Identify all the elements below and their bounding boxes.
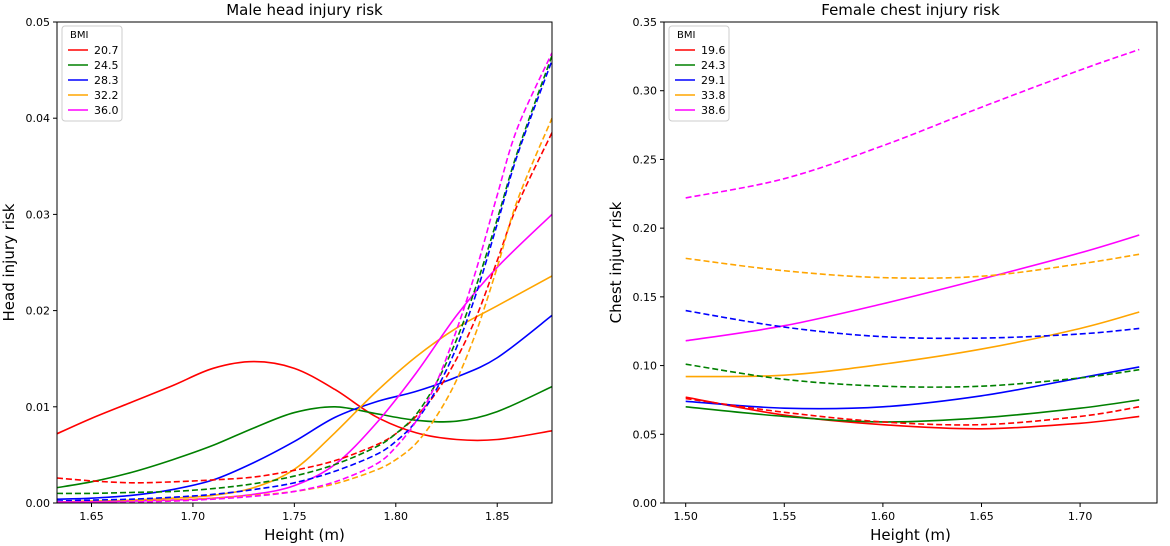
x-tick-label: 1.85 — [485, 510, 510, 523]
y-tick-label: 0.10 — [633, 360, 658, 373]
y-tick-label: 0.04 — [26, 112, 51, 125]
y-axis-label: Head injury risk — [0, 203, 18, 321]
x-tick-label: 1.80 — [384, 510, 409, 523]
series-line-solid-28.3 — [57, 314, 552, 500]
plot-frame — [663, 21, 1158, 504]
x-tick-label: 1.70 — [181, 510, 206, 523]
legend-entry-label: 36.0 — [94, 104, 119, 117]
legend-entry-label: 33.8 — [701, 89, 726, 102]
legend-entry-label: 20.7 — [94, 44, 119, 57]
legend-entry-label: 19.6 — [701, 44, 726, 57]
series-line-dashed-24.5 — [57, 55, 552, 495]
legend-entry-label: 38.6 — [701, 104, 726, 117]
legend-entry-label: 28.3 — [94, 74, 119, 87]
y-tick-label: 0.02 — [26, 305, 51, 318]
y-tick-label: 0.00 — [26, 497, 51, 510]
x-tick-label: 1.65 — [969, 510, 994, 523]
y-tick-label: 0.05 — [633, 428, 658, 441]
x-tick-label: 1.55 — [772, 510, 797, 523]
y-axis-label: Chest injury risk — [607, 201, 625, 323]
series-line-solid-32.2 — [57, 275, 552, 503]
series-line-solid-29.1 — [685, 366, 1140, 410]
series-group — [57, 52, 552, 503]
series-line-solid-20.7 — [57, 360, 552, 442]
y-tick-label: 0.00 — [633, 497, 658, 510]
legend: BMI 20.7 24.5 28.3 32.2 36.0 — [61, 25, 123, 122]
x-axis-label: Height (m) — [264, 526, 345, 544]
legend: BMI 19.6 24.3 29.1 33.8 38.6 — [668, 25, 730, 122]
chart-2: 1.50 1.55 1.60 1.65 1.70 0.00 0.05 0.10 0.15 0.20… — [607, 1, 1158, 544]
series-line-solid-19.6 — [685, 396, 1140, 430]
series-line-dashed-36.0 — [57, 52, 552, 503]
y-tick-label: 0.25 — [633, 153, 658, 166]
series-line-solid-38.6 — [685, 234, 1140, 342]
x-tick-label: 1.75 — [282, 510, 307, 523]
x-axis-label: Height (m) — [870, 526, 951, 544]
y-tick-label: 0.35 — [633, 16, 658, 29]
x-tick-label: 1.70 — [1068, 510, 1093, 523]
x-tick-label: 1.50 — [673, 510, 698, 523]
series-line-dashed-20.7 — [57, 132, 552, 484]
series-line-dashed-38.6 — [685, 48, 1140, 199]
y-tick-label: 0.01 — [26, 401, 51, 414]
y-tick-label: 0.03 — [26, 208, 51, 221]
series-group — [685, 48, 1140, 430]
series-line-dashed-28.3 — [57, 60, 552, 502]
y-tick-label: 0.15 — [633, 291, 658, 304]
y-tick-label: 0.30 — [633, 85, 658, 98]
series-line-solid-24.5 — [57, 385, 552, 489]
series-line-dashed-29.1 — [685, 309, 1140, 340]
x-tick-label: 1.60 — [871, 510, 896, 523]
series-line-dashed-32.2 — [57, 117, 552, 503]
chart-title: Male head injury risk — [226, 1, 383, 19]
y-tick-label: 0.20 — [633, 222, 658, 235]
legend-entry-label: 32.2 — [94, 89, 119, 102]
legend-entry-label: 24.5 — [94, 59, 119, 72]
y-tick-label: 0.05 — [26, 16, 51, 29]
chart-title: Female chest injury risk — [821, 1, 1000, 19]
series-line-dashed-19.6 — [685, 397, 1140, 426]
series-line-solid-33.8 — [685, 311, 1140, 378]
plot-frame — [56, 21, 553, 504]
legend-title: BMI — [70, 30, 88, 41]
series-line-dashed-33.8 — [685, 253, 1140, 279]
legend-title: BMI — [677, 30, 695, 41]
series-line-solid-24.3 — [685, 399, 1140, 423]
legend-entry-label: 24.3 — [701, 59, 726, 72]
legend-entry-label: 29.1 — [701, 74, 726, 87]
chart-1: 1.65 1.70 1.75 1.80 1.85 0.00 0.01 0.02 0.03 0.04… — [0, 1, 553, 544]
x-tick-label: 1.65 — [79, 510, 104, 523]
series-line-dashed-24.3 — [685, 363, 1140, 388]
series-line-solid-36.0 — [57, 213, 552, 503]
